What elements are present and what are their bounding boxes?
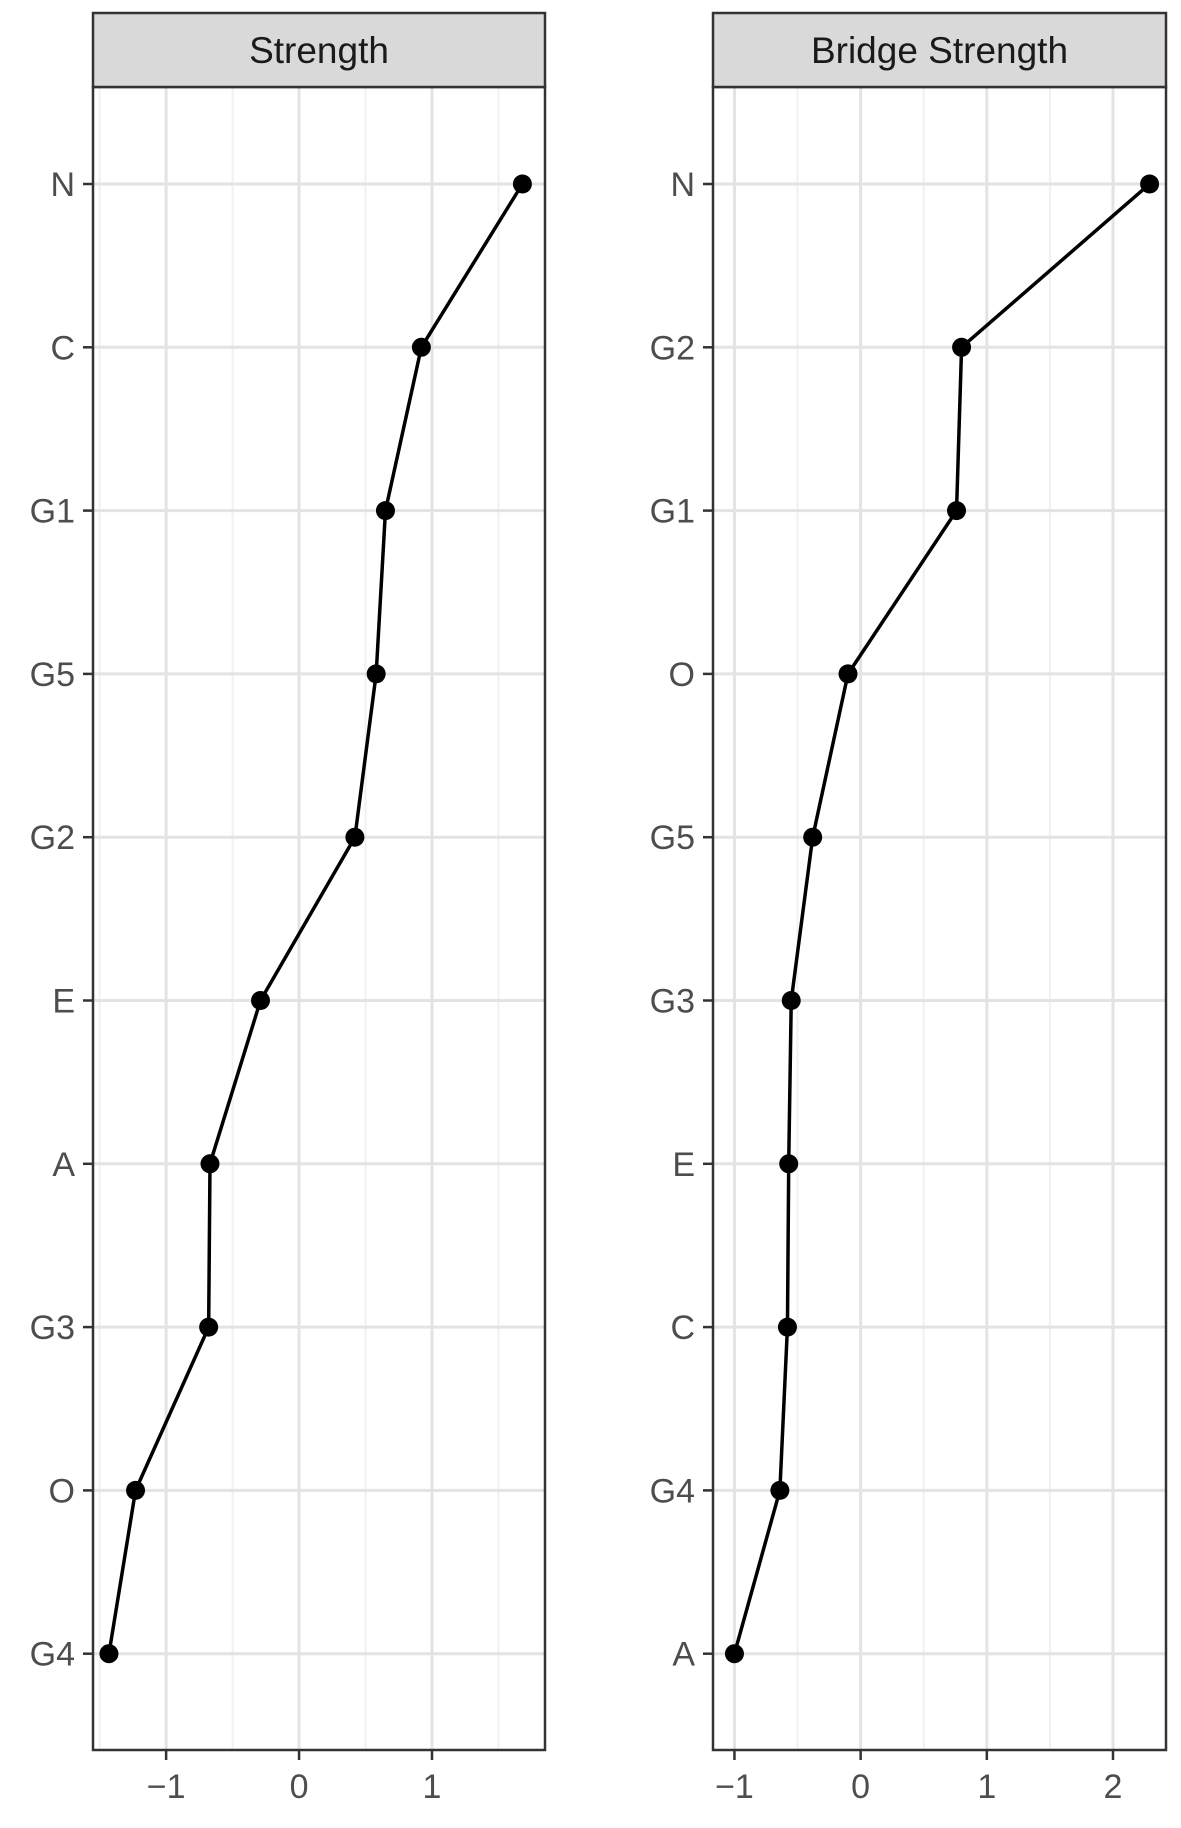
y-tick-label: G4	[650, 1472, 695, 1510]
data-point	[952, 337, 972, 357]
data-point	[345, 827, 365, 847]
data-point	[126, 1480, 146, 1500]
y-tick-label: E	[52, 983, 75, 1021]
strip-header	[91, 11, 547, 89]
x-tick-label: −1	[715, 1768, 754, 1806]
data-point	[366, 664, 386, 684]
y-tick-label: A	[52, 1146, 75, 1184]
data-point	[770, 1480, 790, 1500]
x-tick-label: 0	[290, 1768, 309, 1806]
data-point	[838, 664, 858, 684]
panel-strength: Strength N C G1 G5 G2 E A G3 O G4 −1 0 1	[30, 11, 547, 1806]
y-tick-label: G5	[650, 819, 695, 857]
y-tick-label: N	[670, 166, 695, 204]
data-point	[411, 337, 431, 357]
series-line	[732, 182, 1151, 1655]
y-tick-label: N	[50, 166, 75, 204]
data-point	[199, 1317, 219, 1337]
strip-title: Strength	[249, 30, 389, 71]
panel-background	[713, 87, 1166, 1750]
y-tick-label: G5	[30, 656, 75, 694]
data-point	[99, 1644, 119, 1664]
strip-header	[711, 11, 1168, 89]
data-point	[200, 1154, 220, 1174]
data-point	[251, 991, 271, 1010]
y-tick-label: C	[50, 329, 75, 367]
y-tick-label: G4	[30, 1636, 75, 1674]
panel-background	[93, 87, 545, 1750]
x-tick-label: 1	[977, 1768, 996, 1806]
y-tick-label: G2	[650, 329, 695, 367]
y-tick-label: O	[669, 656, 695, 694]
data-point	[947, 501, 967, 521]
x-tick-label: 2	[1104, 1768, 1123, 1806]
y-tick-label: G1	[650, 493, 695, 531]
data-point	[777, 1317, 797, 1337]
data-point	[1140, 174, 1160, 194]
data-point	[779, 1154, 799, 1174]
y-tick-label: G3	[650, 983, 695, 1021]
data-point	[375, 501, 395, 521]
data-point	[803, 827, 823, 847]
data-point	[781, 991, 801, 1010]
data-point	[724, 1644, 744, 1664]
x-tick-label: −1	[147, 1768, 186, 1806]
x-tick-label: 0	[851, 1768, 870, 1806]
y-tick-label: E	[672, 1146, 695, 1184]
y-tick-label: C	[670, 1309, 695, 1347]
y-tick-label: G2	[30, 819, 75, 857]
y-tick-label: O	[49, 1472, 75, 1510]
data-point	[512, 174, 532, 194]
y-tick-label: A	[672, 1636, 695, 1674]
y-tick-label: G3	[30, 1309, 75, 1347]
strip-title: Bridge Strength	[811, 30, 1068, 71]
y-tick-label: G1	[30, 493, 75, 531]
panel-bridge-strength: Bridge Strength N G2 G1 O G5 G3 E C G4 A −1 0 1 2	[650, 11, 1168, 1806]
x-tick-label: 1	[423, 1768, 442, 1806]
series-line	[107, 183, 524, 1654]
